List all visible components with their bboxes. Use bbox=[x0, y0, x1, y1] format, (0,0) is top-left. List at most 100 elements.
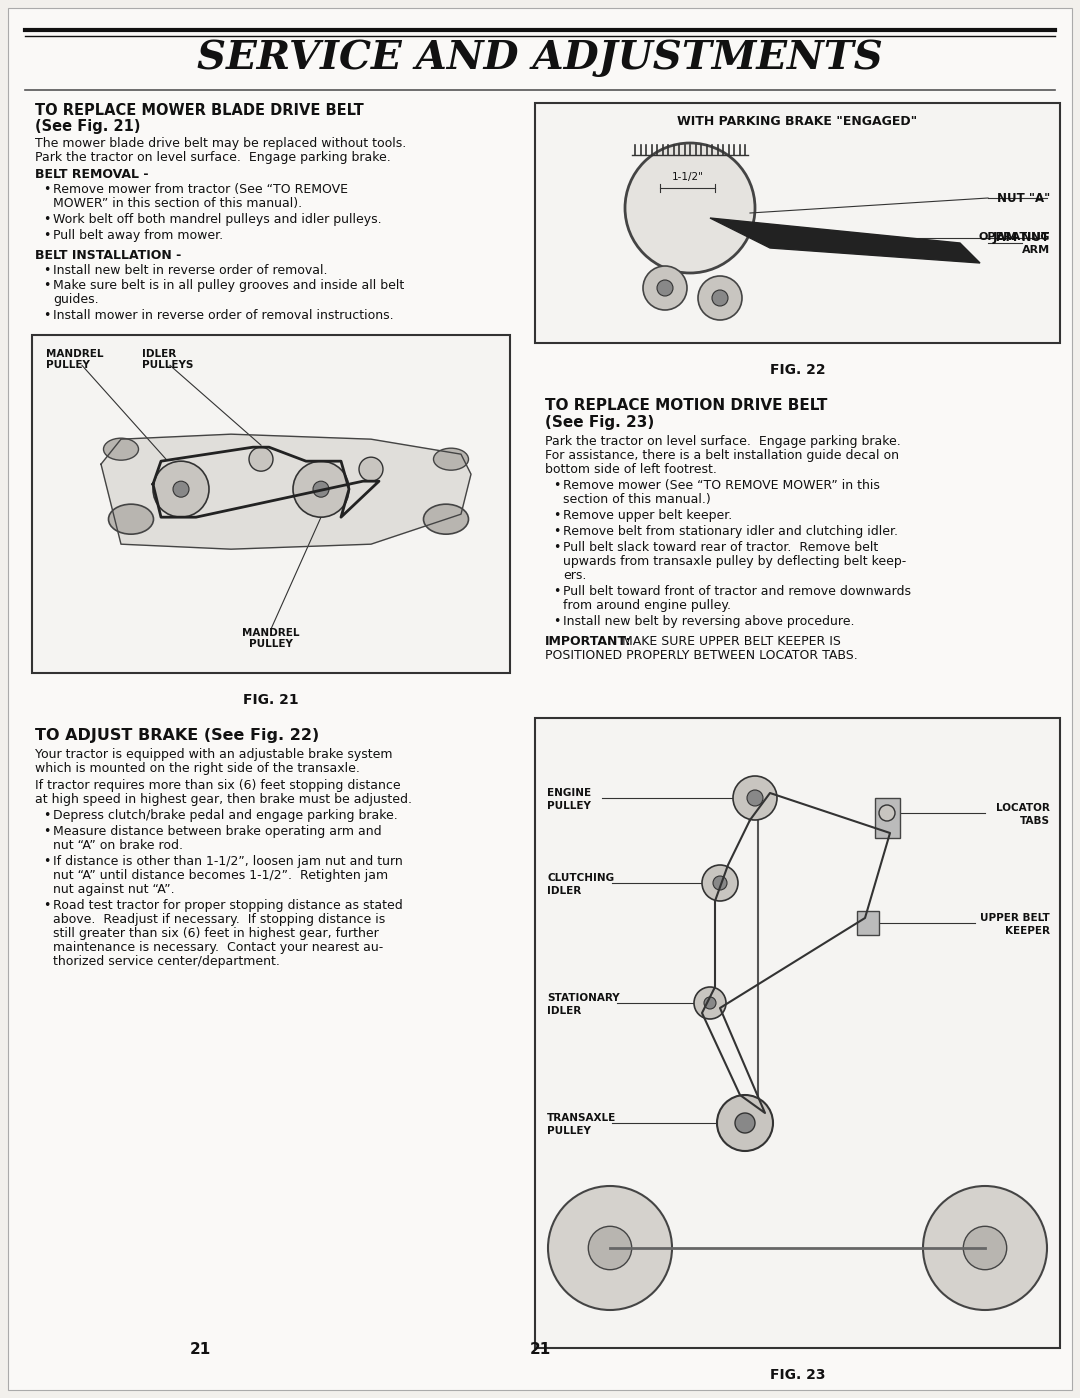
Circle shape bbox=[879, 805, 895, 821]
Text: Install mower in reverse order of removal instructions.: Install mower in reverse order of remova… bbox=[53, 309, 393, 323]
Text: still greater than six (6) feet in highest gear, further: still greater than six (6) feet in highe… bbox=[53, 927, 379, 939]
Text: •: • bbox=[43, 825, 51, 839]
Text: Road test tractor for proper stopping distance as stated: Road test tractor for proper stopping di… bbox=[53, 899, 403, 911]
Circle shape bbox=[704, 997, 716, 1009]
Text: •: • bbox=[553, 615, 561, 628]
Text: 1-1/2": 1-1/2" bbox=[672, 172, 703, 182]
Text: •: • bbox=[43, 280, 51, 292]
Circle shape bbox=[657, 280, 673, 296]
Text: TO REPLACE MOTION DRIVE BELT: TO REPLACE MOTION DRIVE BELT bbox=[545, 398, 827, 412]
Text: PULLEY: PULLEY bbox=[249, 639, 293, 649]
Bar bbox=[858, 911, 879, 935]
Text: IMPORTANT:: IMPORTANT: bbox=[545, 635, 632, 647]
Text: TABS: TABS bbox=[1020, 816, 1050, 826]
Text: FIG. 23: FIG. 23 bbox=[770, 1369, 825, 1383]
Text: •: • bbox=[553, 526, 561, 538]
Text: TO REPLACE MOWER BLADE DRIVE BELT: TO REPLACE MOWER BLADE DRIVE BELT bbox=[35, 103, 364, 117]
Text: •: • bbox=[553, 541, 561, 554]
Text: •: • bbox=[553, 584, 561, 598]
Text: If tractor requires more than six (6) feet stopping distance: If tractor requires more than six (6) fe… bbox=[35, 779, 401, 793]
Text: MOWER” in this section of this manual).: MOWER” in this section of this manual). bbox=[53, 197, 302, 210]
Bar bbox=[875, 798, 900, 837]
Text: at high speed in highest gear, then brake must be adjusted.: at high speed in highest gear, then brak… bbox=[35, 793, 411, 807]
Circle shape bbox=[713, 877, 727, 891]
Circle shape bbox=[313, 481, 329, 498]
Bar bbox=[535, 103, 1059, 343]
Text: Pull belt toward front of tractor and remove downwards: Pull belt toward front of tractor and re… bbox=[563, 584, 912, 598]
Text: maintenance is necessary.  Contact your nearest au-: maintenance is necessary. Contact your n… bbox=[53, 941, 383, 953]
Text: nut “A” until distance becomes 1-1/2”.  Retighten jam: nut “A” until distance becomes 1-1/2”. R… bbox=[53, 870, 388, 882]
Text: nut “A” on brake rod.: nut “A” on brake rod. bbox=[53, 839, 183, 853]
Text: CLUTCHING: CLUTCHING bbox=[546, 872, 615, 884]
Text: BELT REMOVAL -: BELT REMOVAL - bbox=[35, 168, 149, 182]
Text: Work belt off both mandrel pulleys and idler pulleys.: Work belt off both mandrel pulleys and i… bbox=[53, 212, 381, 226]
Text: Pull belt away from mower.: Pull belt away from mower. bbox=[53, 229, 224, 242]
Text: STATIONARY: STATIONARY bbox=[546, 993, 620, 1002]
Text: POSITIONED PROPERLY BETWEEN LOCATOR TABS.: POSITIONED PROPERLY BETWEEN LOCATOR TABS… bbox=[545, 649, 858, 661]
Text: UPPER BELT: UPPER BELT bbox=[981, 913, 1050, 923]
Text: Remove belt from stationary idler and clutching idler.: Remove belt from stationary idler and cl… bbox=[563, 526, 897, 538]
Ellipse shape bbox=[108, 505, 153, 534]
Text: •: • bbox=[553, 509, 561, 521]
Text: 21: 21 bbox=[529, 1342, 551, 1357]
Circle shape bbox=[733, 776, 777, 821]
Circle shape bbox=[548, 1186, 672, 1310]
Text: Depress clutch/brake pedal and engage parking brake.: Depress clutch/brake pedal and engage pa… bbox=[53, 809, 397, 822]
Text: from around engine pulley.: from around engine pulley. bbox=[563, 598, 731, 612]
Circle shape bbox=[293, 461, 349, 517]
Text: IDLER: IDLER bbox=[546, 1007, 581, 1016]
Text: Install new belt by reversing above procedure.: Install new belt by reversing above proc… bbox=[563, 615, 854, 628]
Text: WITH PARKING BRAKE "ENGAGED": WITH PARKING BRAKE "ENGAGED" bbox=[677, 115, 918, 129]
Circle shape bbox=[694, 987, 726, 1019]
Text: •: • bbox=[43, 309, 51, 323]
Circle shape bbox=[923, 1186, 1047, 1310]
Circle shape bbox=[702, 865, 738, 900]
Text: ENGINE: ENGINE bbox=[546, 788, 591, 798]
Text: •: • bbox=[43, 809, 51, 822]
Text: Remove upper belt keeper.: Remove upper belt keeper. bbox=[563, 509, 732, 521]
Circle shape bbox=[359, 457, 383, 481]
Text: Measure distance between brake operating arm and: Measure distance between brake operating… bbox=[53, 825, 381, 839]
Text: OPERATING: OPERATING bbox=[978, 232, 1050, 242]
Circle shape bbox=[712, 289, 728, 306]
Text: •: • bbox=[43, 212, 51, 226]
Text: guides.: guides. bbox=[53, 294, 98, 306]
Text: ARM: ARM bbox=[1022, 245, 1050, 254]
Bar bbox=[535, 719, 1059, 1348]
Ellipse shape bbox=[433, 449, 469, 470]
Text: PULLEY: PULLEY bbox=[546, 1125, 591, 1137]
Text: BELT INSTALLATION -: BELT INSTALLATION - bbox=[35, 249, 181, 261]
Text: If distance is other than 1-1/2”, loosen jam nut and turn: If distance is other than 1-1/2”, loosen… bbox=[53, 856, 403, 868]
Text: which is mounted on the right side of the transaxle.: which is mounted on the right side of th… bbox=[35, 762, 360, 774]
Text: ers.: ers. bbox=[563, 569, 586, 582]
Text: Pull belt slack toward rear of tractor.  Remove belt: Pull belt slack toward rear of tractor. … bbox=[563, 541, 878, 554]
Text: Make sure belt is in all pulley grooves and inside all belt: Make sure belt is in all pulley grooves … bbox=[53, 280, 404, 292]
Ellipse shape bbox=[104, 438, 138, 460]
Text: PULLEY: PULLEY bbox=[46, 361, 90, 370]
Text: (See Fig. 23): (See Fig. 23) bbox=[545, 415, 654, 431]
Text: upwards from transaxle pulley by deflecting belt keep-: upwards from transaxle pulley by deflect… bbox=[563, 555, 906, 568]
Polygon shape bbox=[102, 435, 471, 549]
Text: •: • bbox=[43, 183, 51, 196]
Text: Remove mower from tractor (See “TO REMOVE: Remove mower from tractor (See “TO REMOV… bbox=[53, 183, 348, 196]
Text: thorized service center/department.: thorized service center/department. bbox=[53, 955, 280, 967]
Text: nut against nut “A”.: nut against nut “A”. bbox=[53, 884, 175, 896]
Circle shape bbox=[717, 1095, 773, 1151]
Text: TO ADJUST BRAKE (See Fig. 22): TO ADJUST BRAKE (See Fig. 22) bbox=[35, 728, 320, 742]
Text: For assistance, there is a belt installation guide decal on: For assistance, there is a belt installa… bbox=[545, 449, 899, 461]
Text: SERVICE AND ADJUSTMENTS: SERVICE AND ADJUSTMENTS bbox=[197, 39, 883, 77]
Text: Park the tractor on level surface.  Engage parking brake.: Park the tractor on level surface. Engag… bbox=[35, 151, 391, 164]
Polygon shape bbox=[710, 218, 980, 263]
Text: section of this manual.): section of this manual.) bbox=[563, 493, 711, 506]
Text: Your tractor is equipped with an adjustable brake system: Your tractor is equipped with an adjusta… bbox=[35, 748, 392, 761]
Text: 21: 21 bbox=[189, 1342, 211, 1357]
Text: •: • bbox=[553, 480, 561, 492]
Text: NUT "A": NUT "A" bbox=[997, 192, 1050, 204]
Text: MAKE SURE UPPER BELT KEEPER IS: MAKE SURE UPPER BELT KEEPER IS bbox=[622, 635, 841, 647]
Text: •: • bbox=[43, 264, 51, 277]
Text: •: • bbox=[43, 899, 51, 911]
Text: The mower blade drive belt may be replaced without tools.: The mower blade drive belt may be replac… bbox=[35, 137, 406, 150]
Text: PULLEY: PULLEY bbox=[546, 801, 591, 811]
Ellipse shape bbox=[423, 505, 469, 534]
Text: TRANSAXLE: TRANSAXLE bbox=[546, 1113, 617, 1123]
